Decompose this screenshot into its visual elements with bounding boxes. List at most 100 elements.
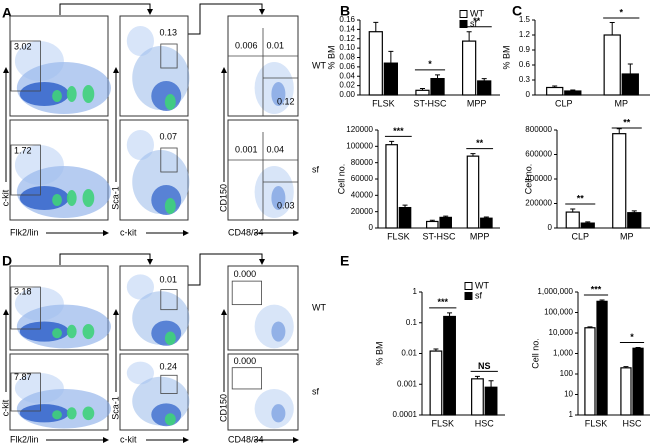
y-tick-label: 0.06 bbox=[339, 62, 355, 71]
bar bbox=[564, 90, 582, 96]
gate-value: 0.006 bbox=[235, 40, 258, 50]
bar bbox=[383, 62, 399, 96]
y-tick-label: 0.08 bbox=[339, 53, 355, 62]
flow-plot: 7.87 bbox=[9, 353, 111, 431]
y-tick-label: 0.01 bbox=[401, 349, 417, 358]
y-tick-label: 1,000,000 bbox=[537, 287, 573, 296]
cell-cloud bbox=[126, 130, 154, 160]
cell-cloud bbox=[126, 26, 154, 56]
y-axis-label: % BM bbox=[501, 45, 511, 69]
significance-label: ** bbox=[473, 16, 481, 26]
gate bbox=[160, 289, 178, 311]
significance-label: ** bbox=[623, 117, 631, 127]
y-axis-label: Cell no. bbox=[530, 338, 540, 369]
y-axis-label: % BM bbox=[374, 341, 384, 365]
legend-label: WT bbox=[475, 280, 489, 290]
bar bbox=[621, 73, 639, 96]
y-tick-label: 800000 bbox=[525, 125, 552, 134]
bar bbox=[368, 31, 383, 96]
y-tick-label: 100,000 bbox=[544, 308, 573, 317]
bar bbox=[484, 386, 498, 416]
error-bar bbox=[481, 78, 487, 81]
y-tick-label: 10,000 bbox=[549, 328, 574, 337]
x-axis-label: c-kit bbox=[120, 227, 137, 237]
x-tick-label: CLP bbox=[571, 231, 589, 241]
y-tick-label: 1,000 bbox=[553, 349, 574, 358]
flow-plot: 0.001 0.04 0.03 bbox=[227, 119, 299, 221]
error-bar bbox=[616, 128, 622, 134]
significance-label: * bbox=[428, 59, 432, 69]
panel-letter: D bbox=[2, 253, 12, 269]
gate-value: 0.000 bbox=[234, 356, 257, 366]
x-axis-label: CD48/34 bbox=[228, 227, 264, 237]
y-tick-label: 0.12 bbox=[339, 34, 355, 43]
flow-plot: 0.000 bbox=[227, 265, 299, 351]
cell-cloud bbox=[14, 145, 64, 185]
y-tick-label: 20000 bbox=[351, 207, 374, 216]
y-tick-label: 1 bbox=[569, 410, 574, 419]
legend-label: sf bbox=[475, 290, 483, 300]
x-tick-label: ST-HSC bbox=[422, 231, 456, 241]
y-tick-label: 0.9 bbox=[519, 45, 531, 54]
error-bar bbox=[587, 326, 593, 328]
cell-cloud bbox=[66, 407, 77, 420]
cell-cloud bbox=[164, 94, 176, 110]
legend-label: WT bbox=[470, 8, 484, 18]
y-axis-label: Sca-1 bbox=[110, 186, 120, 210]
y-axis-label: Sca-1 bbox=[110, 396, 120, 420]
gate bbox=[231, 280, 262, 306]
y-tick-label: 1.2 bbox=[519, 30, 531, 39]
flow-plot: 0.24 bbox=[119, 353, 190, 431]
x-axis-label: CD48/34 bbox=[228, 434, 264, 444]
x-tick-label: FLSK bbox=[387, 231, 410, 241]
y-axis-label: Cell no. bbox=[336, 164, 346, 195]
y-tick-label: 10 bbox=[564, 390, 573, 399]
y-axis-label: CD150 bbox=[218, 184, 228, 212]
bar bbox=[627, 212, 642, 229]
y-axis-label: Cell no. bbox=[523, 164, 533, 195]
y-tick-label: 0.1 bbox=[406, 318, 418, 327]
gate-value: 0.07 bbox=[159, 131, 177, 141]
gate-arrow bbox=[182, 3, 265, 35]
gate-value: 0.13 bbox=[159, 27, 177, 37]
bar bbox=[632, 347, 644, 416]
error-bar bbox=[488, 380, 494, 388]
gate-value: 0.000 bbox=[234, 269, 257, 279]
row-label: WT bbox=[312, 302, 326, 312]
panel-letter: E bbox=[340, 253, 349, 269]
y-tick-label: 600000 bbox=[525, 150, 552, 159]
error-bar bbox=[623, 366, 629, 368]
y-tick-label: 200000 bbox=[525, 199, 552, 208]
x-tick-label: FLSK bbox=[431, 418, 454, 428]
gate bbox=[10, 372, 41, 412]
flow-plot: 0.01 bbox=[119, 265, 190, 351]
cell-cloud bbox=[164, 198, 176, 214]
gate bbox=[10, 286, 41, 330]
y-axis-label: CD150 bbox=[218, 394, 228, 422]
cell-cloud bbox=[82, 323, 95, 340]
y-tick-label: 40000 bbox=[351, 190, 374, 199]
y-tick-label: 0 bbox=[548, 223, 553, 232]
y-tick-label: 1 bbox=[413, 287, 418, 296]
cell-cloud bbox=[82, 85, 95, 103]
cell-cloud bbox=[126, 361, 154, 385]
y-tick-label: 60000 bbox=[351, 174, 374, 183]
error-bar bbox=[585, 221, 591, 224]
flow-plot: 0.07 bbox=[119, 119, 190, 221]
error-bar bbox=[433, 348, 439, 352]
cell-cloud bbox=[52, 328, 62, 339]
gating-arrows bbox=[59, 3, 265, 286]
error-bar bbox=[570, 208, 576, 213]
y-tick-label: 0.3 bbox=[519, 75, 531, 84]
error-bar bbox=[447, 312, 453, 317]
bar bbox=[429, 350, 443, 416]
error-bar bbox=[599, 299, 605, 302]
y-tick-label: 0 bbox=[526, 90, 531, 99]
legend-label: sf bbox=[470, 18, 478, 28]
x-tick-label: HSC bbox=[475, 418, 495, 428]
error-bar bbox=[609, 22, 615, 35]
bar bbox=[471, 378, 484, 416]
flow-plot: 1.72 bbox=[9, 119, 111, 221]
y-tick-label: 120000 bbox=[346, 125, 373, 134]
bar bbox=[415, 89, 430, 96]
